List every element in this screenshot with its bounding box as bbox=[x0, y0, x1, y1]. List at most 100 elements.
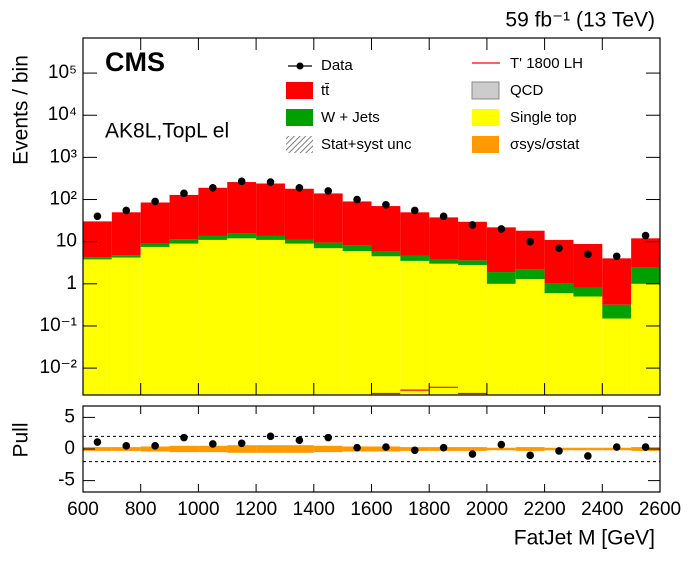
data-point bbox=[151, 197, 159, 206]
data-point bbox=[122, 206, 131, 215]
syst-band bbox=[573, 447, 603, 451]
bar-segment bbox=[544, 293, 574, 395]
bar-segment bbox=[169, 243, 199, 395]
pull-point bbox=[410, 446, 419, 455]
x-tick-label: 1800 bbox=[408, 499, 450, 520]
data-point bbox=[410, 206, 419, 215]
x-tick-label: 2200 bbox=[523, 499, 565, 520]
bar-segment bbox=[371, 206, 401, 252]
y-tick-label: 10³ bbox=[50, 146, 77, 167]
data-point bbox=[324, 187, 333, 195]
legend-swatch bbox=[472, 136, 499, 153]
data-point bbox=[209, 183, 217, 192]
bar-segment bbox=[573, 287, 603, 297]
bar-segment bbox=[111, 255, 141, 258]
pull-point bbox=[295, 436, 304, 444]
pull-point bbox=[526, 451, 534, 460]
bar-segment bbox=[198, 239, 228, 395]
bar-segment bbox=[227, 238, 257, 395]
pull-point bbox=[382, 443, 390, 451]
data-point bbox=[180, 189, 188, 198]
bar-segment bbox=[313, 242, 343, 249]
bar-segment bbox=[400, 260, 430, 395]
pull-point bbox=[209, 440, 217, 448]
pull-point bbox=[612, 443, 621, 451]
bar-segment bbox=[342, 245, 372, 252]
legend-label: T' 1800 LH bbox=[510, 55, 583, 72]
data-point bbox=[93, 212, 102, 221]
syst-band bbox=[169, 445, 199, 453]
syst-band bbox=[458, 447, 487, 451]
bar-segment bbox=[486, 283, 516, 395]
bar-segment bbox=[602, 318, 632, 395]
x-tick-label: 1400 bbox=[293, 499, 335, 520]
x-tick-label: 1600 bbox=[350, 499, 392, 520]
pull-point bbox=[468, 450, 477, 458]
bar-segment bbox=[256, 239, 285, 395]
bar-segment bbox=[140, 246, 170, 395]
x-tick-label: 800 bbox=[125, 499, 157, 520]
pull-point bbox=[324, 433, 333, 442]
data-point bbox=[555, 244, 563, 252]
y-tick-label: 10⁻² bbox=[40, 357, 78, 378]
y-axis-label: Events / bin bbox=[10, 55, 33, 165]
legend-label: σsys/σstat bbox=[510, 136, 580, 153]
syst-band bbox=[486, 447, 516, 451]
pull-tick-label: 0 bbox=[64, 438, 75, 459]
bar-segment bbox=[313, 248, 343, 395]
pull-axis-label: Pull bbox=[10, 422, 33, 457]
bar-segment bbox=[631, 267, 660, 284]
legend-swatch bbox=[286, 82, 313, 99]
syst-band bbox=[83, 447, 112, 451]
lumi-label: 59 fb⁻¹ (13 TeV) bbox=[505, 9, 655, 32]
bar-segment bbox=[140, 202, 170, 244]
bar-segment bbox=[111, 257, 141, 395]
bar-segment bbox=[515, 279, 545, 395]
data-point bbox=[526, 237, 534, 246]
bar-segment bbox=[602, 304, 632, 319]
y-tick-label: 10⁵ bbox=[48, 62, 77, 83]
pull-point bbox=[497, 440, 506, 449]
legend-label: W + Jets bbox=[321, 109, 380, 126]
x-tick-label: 2400 bbox=[581, 499, 623, 520]
x-axis-label: FatJet M [GeV] bbox=[514, 527, 655, 550]
legend-swatch bbox=[472, 109, 499, 126]
legend-label: tt̄ bbox=[321, 82, 330, 99]
data-point bbox=[295, 183, 304, 192]
bar-segment bbox=[227, 182, 257, 234]
pull-point bbox=[266, 432, 275, 441]
y-tick-label: 10⁻¹ bbox=[40, 315, 78, 336]
bar-segment bbox=[140, 243, 170, 247]
data-point bbox=[439, 212, 448, 221]
bar-segment bbox=[198, 235, 228, 240]
region-label: AK8L,TopL el bbox=[105, 120, 229, 143]
pull-point bbox=[93, 438, 102, 446]
bar-segment bbox=[111, 212, 141, 256]
bar-segment bbox=[429, 263, 459, 395]
legend-swatch bbox=[471, 81, 500, 100]
pull-point bbox=[353, 443, 361, 452]
bar-segment bbox=[256, 235, 285, 240]
legend-swatch bbox=[286, 109, 313, 126]
syst-band bbox=[284, 445, 314, 453]
legend-label: Single top bbox=[510, 109, 577, 126]
y-tick-label: 10⁴ bbox=[48, 104, 77, 125]
syst-band bbox=[515, 447, 545, 451]
bar-segment bbox=[458, 260, 487, 265]
legend: Data tt̄ W + Jets Stat+syst unc T' 1800 … bbox=[286, 55, 583, 153]
x-tick-label: 1000 bbox=[177, 499, 219, 520]
data-point bbox=[641, 231, 650, 240]
pull-point bbox=[122, 442, 131, 450]
bar-segment bbox=[313, 193, 343, 243]
bar-segment bbox=[83, 257, 112, 260]
pull-point bbox=[584, 452, 592, 460]
bar-segment bbox=[371, 256, 401, 395]
pull-plot bbox=[83, 432, 660, 463]
syst-band bbox=[227, 445, 257, 453]
bar-segment bbox=[429, 217, 459, 260]
bar-segment bbox=[284, 239, 314, 244]
bar-segment bbox=[515, 269, 545, 280]
bar-segment bbox=[631, 238, 660, 268]
y-tick-label: 10² bbox=[50, 189, 77, 210]
data-point bbox=[353, 195, 361, 204]
